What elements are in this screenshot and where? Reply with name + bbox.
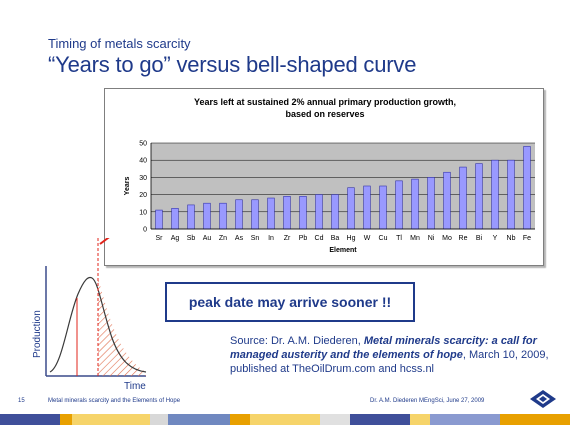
x-tick-label: Zn <box>219 235 227 242</box>
x-tick-label: Re <box>459 235 468 242</box>
x-tick-label: Sr <box>156 235 164 242</box>
x-tick-label: Ag <box>171 235 180 242</box>
chart-container: Years left at sustained 2% annual primar… <box>104 88 544 266</box>
y-tick-label: 20 <box>139 192 147 199</box>
bar <box>235 199 243 230</box>
x-tick-label: Y <box>493 235 498 242</box>
x-tick-label: W <box>364 235 371 242</box>
source-prefix: Source: Dr. A.M. Diederen, <box>230 335 364 347</box>
bell-x-label: Time <box>124 381 146 392</box>
arrow-line <box>99 238 110 245</box>
x-tick-label: Mo <box>442 235 452 242</box>
slide-title: “Years to go” versus bell-shaped curve <box>48 52 417 77</box>
bar <box>411 178 419 230</box>
bar <box>363 185 371 230</box>
bar <box>203 202 211 230</box>
chart-title: Years left at sustained 2% annual primar… <box>193 97 457 107</box>
slide-subtitle: Timing of metals scarcity <box>48 36 191 51</box>
y-axis-label: Years <box>124 177 131 196</box>
bar <box>523 146 531 230</box>
bell-curve-line <box>49 276 147 373</box>
x-tick-label: Nb <box>507 235 516 242</box>
callout-text: peak date may arrive sooner !! <box>188 294 392 310</box>
footer-page-number: 15 <box>18 398 25 404</box>
x-tick-label: In <box>268 235 274 242</box>
x-tick-label: Sn <box>251 235 260 242</box>
x-tick-label: Bi <box>476 235 483 242</box>
chart-subtitle: based on reserves <box>285 109 365 119</box>
logo-icon <box>530 390 556 408</box>
y-tick-label: 50 <box>139 141 147 148</box>
bar <box>379 185 387 230</box>
x-tick-label: Ba <box>331 235 340 242</box>
y-tick-label: 10 <box>139 209 147 216</box>
x-tick-label: As <box>235 235 244 242</box>
x-tick-label: Ni <box>428 235 435 242</box>
bar <box>251 199 259 230</box>
bottom-color-strip <box>0 414 570 425</box>
bell-curve-diagram: Production Time <box>32 238 147 392</box>
bar <box>443 171 451 230</box>
bar <box>331 194 339 230</box>
y-tick-label: 30 <box>139 175 147 182</box>
plot-area <box>151 143 535 229</box>
bar <box>155 209 163 230</box>
source-suffix: , March 10, 2009, published at TheOilDru… <box>230 349 549 375</box>
bar <box>299 196 307 230</box>
x-tick-label: Fe <box>523 235 531 242</box>
bar <box>395 180 403 230</box>
x-tick-label: Au <box>203 235 212 242</box>
x-tick-label: Sb <box>187 235 196 242</box>
source-citation: Source: Dr. A.M. Diederen, Metal mineral… <box>230 334 550 376</box>
bar <box>507 159 515 230</box>
x-axis-label: Element <box>329 247 357 254</box>
bar <box>171 208 179 230</box>
x-tick-label: Cd <box>315 235 324 242</box>
bar <box>491 159 499 230</box>
x-tick-label: Cu <box>379 235 388 242</box>
bar <box>427 177 435 230</box>
source-title: Metal minerals scarcity: a call for mana… <box>230 335 537 361</box>
x-tick-label: Tl <box>396 235 402 242</box>
bar <box>267 197 275 230</box>
bar <box>475 163 483 230</box>
y-tick-label: 40 <box>139 158 147 165</box>
bar <box>459 166 467 230</box>
x-tick-label: Pb <box>299 235 308 242</box>
bell-y-label: Production <box>32 310 43 358</box>
footer-left-text: Metal minerals scarcity and the Elements… <box>48 398 181 404</box>
x-tick-label: Hg <box>347 235 356 242</box>
bar <box>283 196 291 230</box>
bar <box>315 194 323 230</box>
footer-right-text: Dr. A.M. Diederen MEngSci, June 27, 2009 <box>370 398 485 404</box>
callout-box: peak date may arrive sooner !! <box>165 282 415 322</box>
y-tick-label: 0 <box>143 227 147 234</box>
bar <box>187 204 195 230</box>
bar-chart: 0 10 20 30 40 50 Sr Ag Sb Au Zn As Sn In Zr Pb Cd Ba Hg W Cu… <box>124 141 535 254</box>
bell-hatched-area <box>98 278 146 376</box>
bar <box>347 187 355 230</box>
bar <box>219 202 227 230</box>
x-tick-label: Zr <box>284 235 291 242</box>
x-tick-label: Mn <box>410 235 420 242</box>
